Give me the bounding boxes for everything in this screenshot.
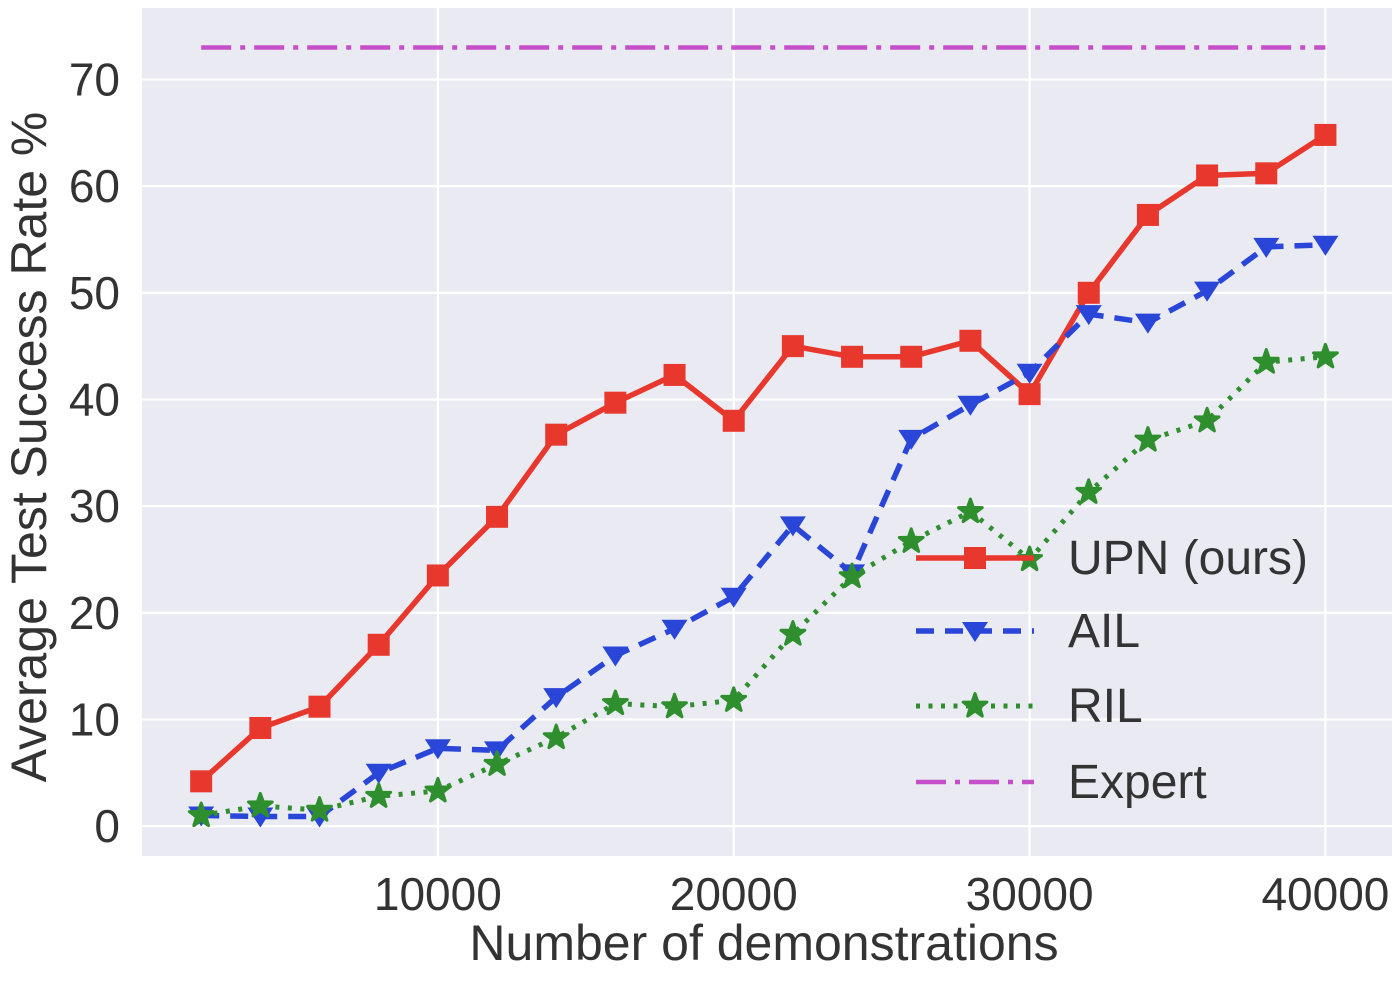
data-point-marker <box>486 505 509 528</box>
data-point-marker <box>1312 342 1339 369</box>
data-point-marker <box>720 587 747 608</box>
gridlines <box>142 8 1392 856</box>
series-line <box>201 242 1326 820</box>
data-point-marker <box>1077 281 1100 304</box>
data-point-marker <box>1193 406 1221 433</box>
y-tick-label: 10 <box>69 693 120 745</box>
data-point-marker <box>898 429 925 450</box>
data-point-marker <box>602 689 629 716</box>
data-point-marker <box>424 776 452 803</box>
data-point-marker <box>426 564 449 587</box>
data-point-marker <box>602 646 629 667</box>
data-point-marker <box>247 791 274 818</box>
data-point-marker <box>781 335 804 358</box>
data-point-marker <box>1018 383 1041 406</box>
y-tick-label: 0 <box>94 800 120 852</box>
data-point-marker <box>365 782 393 808</box>
data-point-marker <box>367 633 390 656</box>
data-point-marker <box>424 739 451 760</box>
legend-marker <box>962 622 988 642</box>
y-tick-label: 50 <box>69 267 120 319</box>
data-point-marker <box>838 562 866 589</box>
data-point-marker <box>1252 348 1280 374</box>
data-point-marker <box>1255 162 1278 185</box>
data-point-marker <box>1134 426 1162 452</box>
series-layer <box>187 45 1339 828</box>
legend: UPN (ours) AIL RIL Expert <box>916 532 1308 809</box>
y-axis-label: Average Test Success Rate % <box>1 112 57 783</box>
data-point-marker <box>1194 281 1221 302</box>
data-point-marker <box>483 750 511 776</box>
x-tick-label: 10000 <box>374 868 502 920</box>
data-point-marker <box>779 620 807 646</box>
legend-label: Expert <box>1068 756 1207 809</box>
y-tick-label: 30 <box>69 480 120 532</box>
data-point-marker <box>720 686 748 712</box>
x-tick-label: 20000 <box>670 868 798 920</box>
x-axis-label: Number of demonstrations <box>469 915 1058 971</box>
y-tick-label: 40 <box>69 373 120 425</box>
data-point-marker <box>543 688 570 709</box>
data-point-marker <box>722 409 745 432</box>
data-point-marker <box>959 329 982 352</box>
data-point-marker <box>308 695 331 718</box>
legend-item-expert: Expert <box>916 756 1207 809</box>
legend-label: UPN (ours) <box>1068 532 1308 585</box>
legend-label: RIL <box>1068 680 1143 733</box>
data-point-marker <box>365 763 392 784</box>
y-tick-label: 70 <box>69 53 120 105</box>
data-point-marker <box>1196 164 1219 187</box>
data-point-marker <box>957 395 984 416</box>
y-tick-label: 60 <box>69 160 120 212</box>
data-point-marker <box>190 770 213 793</box>
data-point-marker <box>306 796 333 822</box>
data-point-marker <box>1314 123 1337 146</box>
data-point-marker <box>545 423 568 446</box>
x-tick-label: 30000 <box>966 868 1094 920</box>
legend-marker <box>961 692 989 718</box>
data-point-marker <box>1016 363 1043 384</box>
series-ril <box>187 342 1339 828</box>
data-point-marker <box>900 345 923 368</box>
data-point-marker <box>1075 478 1103 504</box>
data-point-marker <box>661 692 688 719</box>
data-point-marker <box>897 527 925 553</box>
plot-area <box>142 8 1392 856</box>
legend-item-ail: AIL <box>916 605 1140 658</box>
series-line <box>199 132 1327 784</box>
data-point-marker <box>249 717 272 739</box>
data-point-marker <box>542 723 570 750</box>
legend-label: AIL <box>1068 605 1140 658</box>
data-point-marker <box>187 801 215 828</box>
data-point-marker <box>1075 305 1102 326</box>
y-tick-label: 20 <box>69 587 120 639</box>
data-point-marker <box>841 345 864 368</box>
data-point-marker <box>1312 235 1339 256</box>
data-point-marker <box>663 363 686 386</box>
data-point-marker <box>1253 237 1280 258</box>
legend-item-ril: RIL <box>916 680 1143 733</box>
data-point-marker <box>1136 203 1159 226</box>
legend-item-upn-ours-: UPN (ours) <box>916 532 1308 585</box>
axis-tick-labels: 10000 20000 30000 40000 0 10 20 30 40 50 60 70 <box>69 53 1390 920</box>
data-point-marker <box>661 619 688 640</box>
legend-marker <box>964 547 986 569</box>
x-tick-label: 40000 <box>1261 868 1389 920</box>
data-point-marker <box>957 497 984 524</box>
data-point-marker <box>604 391 627 414</box>
series-upn-ours- <box>190 123 1337 793</box>
data-point-marker <box>779 516 806 537</box>
data-point-marker <box>1134 313 1161 334</box>
